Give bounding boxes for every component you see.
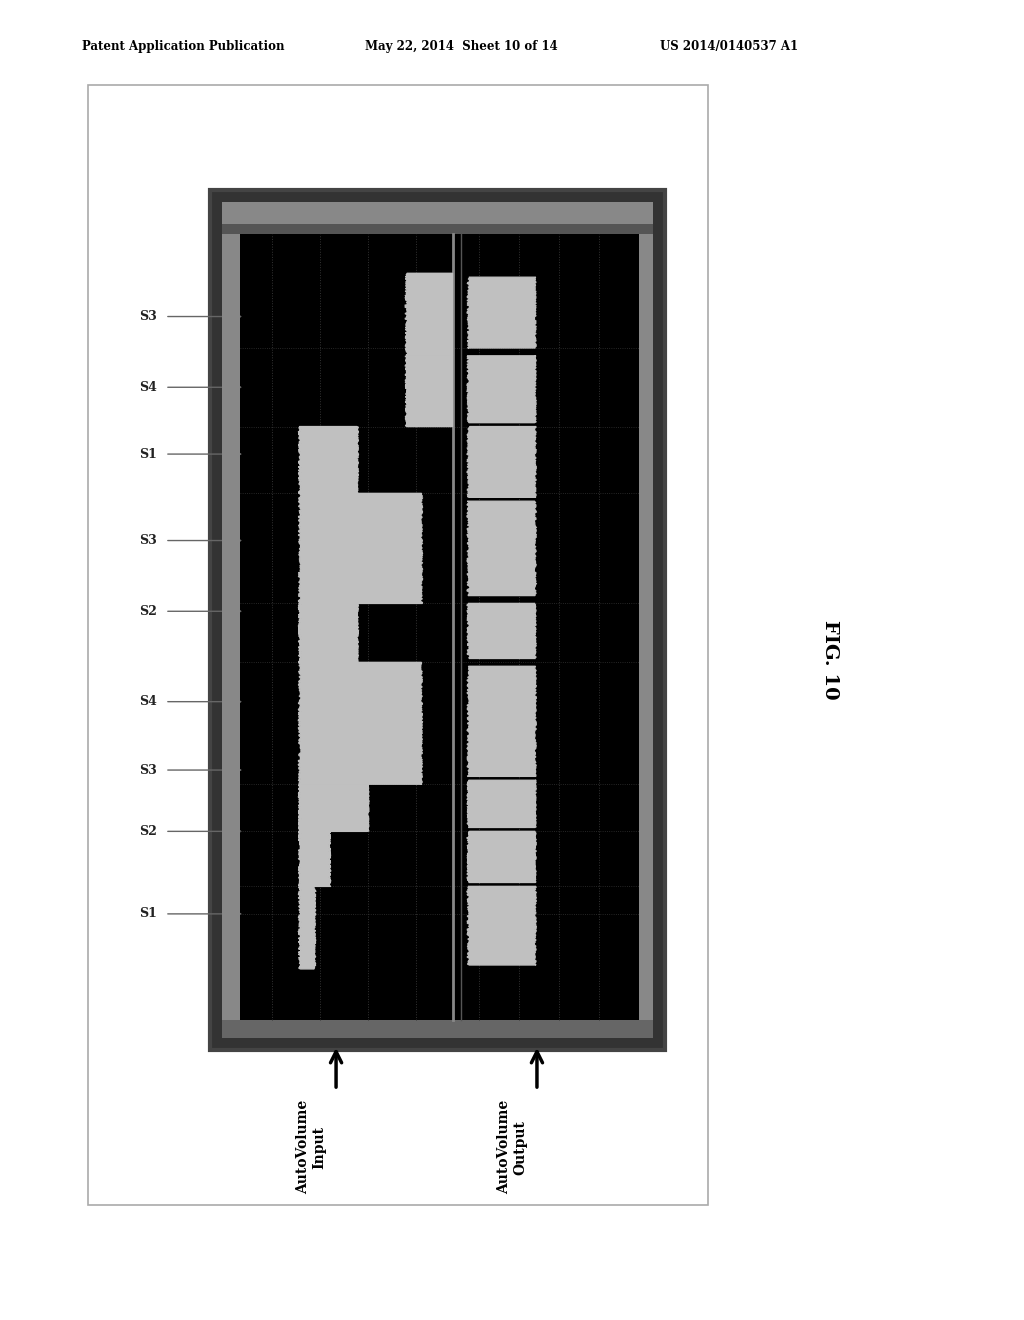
- Polygon shape: [467, 603, 537, 659]
- Bar: [88, 84, 708, 1205]
- Text: S2: S2: [139, 825, 157, 838]
- Polygon shape: [467, 887, 537, 965]
- Text: Patent Application Publication: Patent Application Publication: [82, 40, 285, 53]
- Text: AutoVolume
Output: AutoVolume Output: [497, 1100, 527, 1195]
- Bar: [222, 1020, 653, 1038]
- Polygon shape: [298, 426, 358, 494]
- Polygon shape: [406, 356, 453, 426]
- Text: May 22, 2014  Sheet 10 of 14: May 22, 2014 Sheet 10 of 14: [365, 40, 558, 53]
- Text: S4: S4: [139, 380, 157, 393]
- Polygon shape: [467, 426, 537, 498]
- Polygon shape: [298, 494, 423, 603]
- Bar: [210, 190, 665, 1049]
- Text: S4: S4: [139, 696, 157, 708]
- Polygon shape: [298, 784, 369, 832]
- Text: S1: S1: [139, 447, 157, 461]
- Polygon shape: [298, 832, 331, 887]
- Bar: [222, 234, 240, 1020]
- Polygon shape: [467, 667, 537, 776]
- Bar: [222, 202, 653, 1038]
- Polygon shape: [406, 273, 453, 356]
- Text: S3: S3: [139, 535, 157, 546]
- Polygon shape: [467, 780, 537, 828]
- Text: S1: S1: [139, 907, 157, 920]
- Text: S2: S2: [139, 605, 157, 618]
- Polygon shape: [298, 663, 423, 784]
- Polygon shape: [467, 832, 537, 883]
- Text: AutoVolume
Input: AutoVolume Input: [296, 1100, 327, 1195]
- Text: FIG. 10: FIG. 10: [821, 620, 839, 700]
- Bar: [222, 202, 653, 224]
- Text: S3: S3: [139, 763, 157, 776]
- Polygon shape: [298, 603, 358, 663]
- Bar: [222, 224, 653, 234]
- Polygon shape: [467, 277, 537, 348]
- Bar: [639, 234, 653, 1020]
- Text: S3: S3: [139, 310, 157, 323]
- Text: US 2014/0140537 A1: US 2014/0140537 A1: [660, 40, 798, 53]
- Polygon shape: [467, 356, 537, 422]
- Polygon shape: [467, 502, 537, 595]
- Polygon shape: [298, 887, 315, 969]
